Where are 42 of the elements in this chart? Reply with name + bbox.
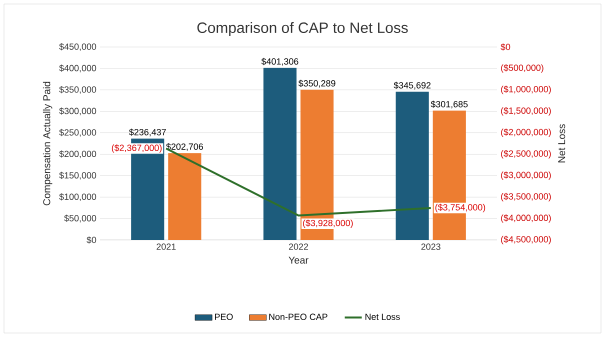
y-tick-label: $100,000 [59,193,96,201]
y-tick-label: $150,000 [59,172,96,180]
y2-tick-label: ($1,500,000) [501,107,551,116]
y-tick-label: $300,000 [59,107,96,116]
bar [168,153,202,240]
y-tick-label: $400,000 [59,64,96,72]
x-tick-label: 2022 [288,244,308,250]
y2-tick-label: ($2,000,000) [501,128,551,138]
data-label: ($3,928,000) [303,219,353,228]
data-label: $401,306 [261,58,298,66]
legend-label: Net Loss [366,314,400,320]
y2-tick-label: ($4,500,000) [501,236,551,244]
y-tick-label: $200,000 [59,150,96,158]
y2-tick-label: ($4,000,000) [501,214,551,223]
data-label: ($2,367,000) [112,144,162,153]
bar [263,68,297,240]
y2-tick-label: ($3,000,000) [501,171,551,180]
x-tick-label: 2021 [156,244,176,250]
bar [396,92,429,240]
y-tick-label: $450,000 [59,43,96,51]
legend-label: Non-PEO CAP [269,314,328,320]
data-label: ($3,754,000) [435,204,486,212]
y2-tick-label: ($1,000,000) [501,86,551,94]
data-label: $301,685 [430,100,468,108]
y-axis-title: Compensation Actually Paid [42,82,52,206]
data-label: $202,706 [166,143,203,151]
y-tick-label: $350,000 [59,86,96,94]
y-tick-label: $50,000 [64,214,96,222]
data-label: $345,692 [394,82,431,90]
y-tick-label: $0 [86,236,96,244]
y2-tick-label: ($3,500,000) [501,192,551,202]
y-tick-label: $250,000 [59,128,96,137]
x-axis-title: Year [288,256,308,264]
y2-axis-title: Net Loss [558,124,566,162]
x-tick-label: 2023 [421,244,440,250]
y2-tick-label: $0 [500,43,510,51]
data-label: $236,437 [129,128,166,136]
y2-tick-label: ($2,500,000) [501,150,551,158]
y2-tick-label: ($500,000) [501,64,544,73]
data-label: $350,289 [298,80,336,88]
chart-title: Comparison of CAP to Net Loss [197,22,408,36]
legend-label: PEO [214,314,233,320]
